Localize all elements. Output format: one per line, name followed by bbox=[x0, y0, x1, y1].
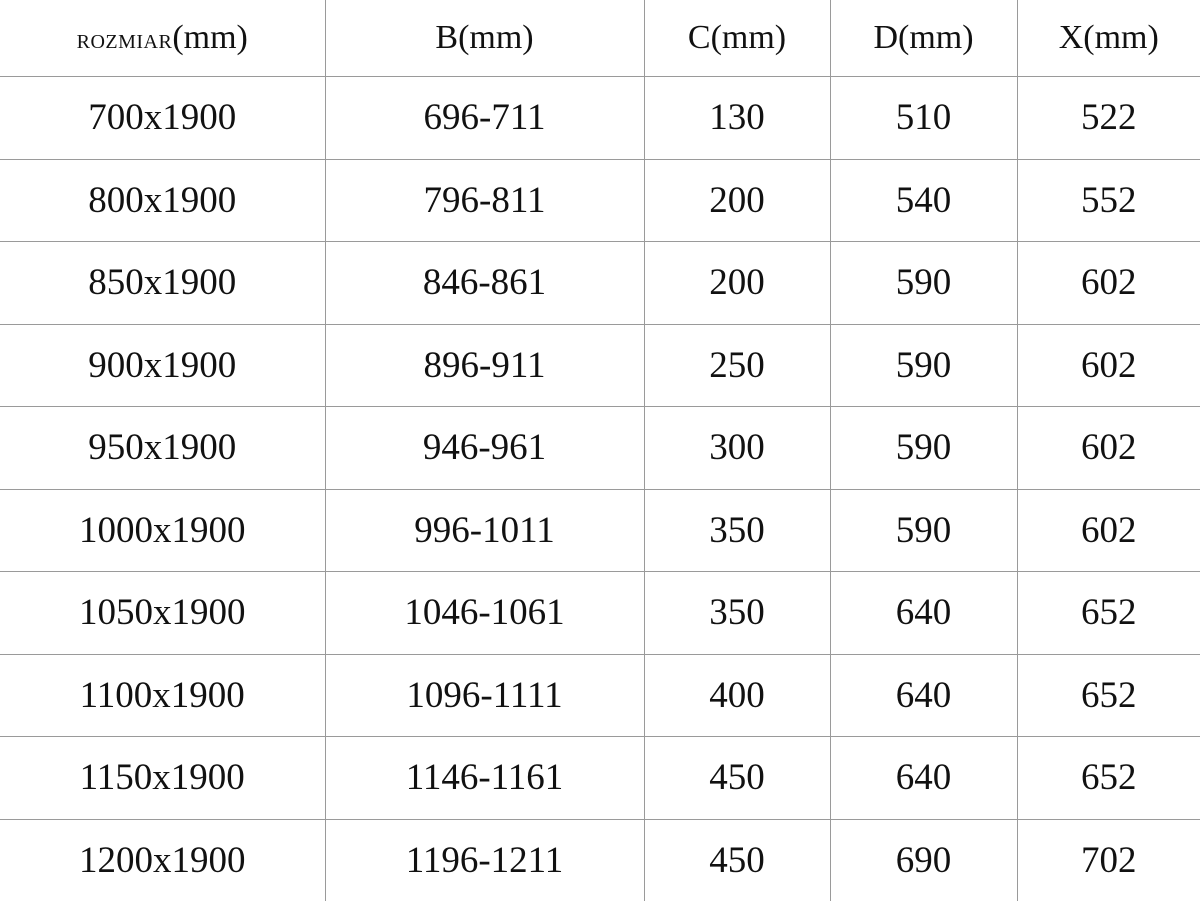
table-row: 1050x1900 1046-1061 350 640 652 bbox=[0, 571, 1200, 655]
cell-x: 602 bbox=[1016, 241, 1200, 325]
cell-c: 200 bbox=[643, 159, 830, 242]
header-b: B(mm) bbox=[324, 0, 644, 77]
cell-d: 590 bbox=[829, 406, 1017, 490]
cell-b: 846-861 bbox=[324, 241, 644, 325]
header-label: B bbox=[435, 19, 459, 56]
cell-rozmiar: 1150x1900 bbox=[0, 736, 325, 820]
cell-rozmiar: 800x1900 bbox=[0, 159, 325, 242]
cell-rozmiar: 1000x1900 bbox=[0, 489, 325, 572]
cell-b: 1146-1161 bbox=[324, 736, 644, 820]
cell-d: 640 bbox=[829, 571, 1017, 655]
table-row: 700x1900 696-711 130 510 522 bbox=[0, 76, 1200, 160]
cell-rozmiar: 1050x1900 bbox=[0, 571, 325, 655]
cell-c: 450 bbox=[643, 736, 830, 820]
cell-d: 590 bbox=[829, 324, 1017, 407]
header-x: X(mm) bbox=[1016, 0, 1200, 77]
cell-x: 602 bbox=[1016, 324, 1200, 407]
cell-d: 590 bbox=[829, 489, 1017, 572]
cell-c: 350 bbox=[643, 489, 830, 572]
table-row: 1100x1900 1096-1111 400 640 652 bbox=[0, 654, 1200, 737]
table-row: 1200x1900 1196-1211 450 690 702 bbox=[0, 819, 1200, 901]
cell-x: 602 bbox=[1016, 489, 1200, 572]
header-unit: (mm) bbox=[710, 19, 787, 56]
cell-c: 350 bbox=[643, 571, 830, 655]
cell-d: 590 bbox=[829, 241, 1017, 325]
cell-rozmiar: 1200x1900 bbox=[79, 839, 246, 881]
table-row: 900x1900 896-911 250 590 602 bbox=[0, 324, 1200, 407]
table-row: 800x1900 796-811 200 540 552 bbox=[0, 159, 1200, 242]
cell-d: 640 bbox=[829, 654, 1017, 737]
cell-b: 696-711 bbox=[324, 76, 644, 160]
cell-b: 946-961 bbox=[324, 406, 644, 490]
cell-c: 130 bbox=[643, 76, 830, 160]
cell-b: 896-911 bbox=[324, 324, 644, 407]
cell-d: 540 bbox=[829, 159, 1017, 242]
cell-c: 450 bbox=[643, 819, 830, 901]
cell-x: 552 bbox=[1016, 159, 1200, 242]
table-row: 1150x1900 1146-1161 450 640 652 bbox=[0, 736, 1200, 820]
table-body: 700x1900 696-711 130 510 522 800x1900 796-811 2… bbox=[0, 76, 1200, 901]
header-label: ROZMIAR bbox=[76, 31, 173, 53]
cell-b: 1196-1211 bbox=[324, 819, 644, 901]
cell-x: 652 bbox=[1016, 654, 1200, 737]
cell-c: 200 bbox=[643, 241, 830, 325]
table-row: 850x1900 846-861 200 590 602 bbox=[0, 241, 1200, 325]
cell-d: 510 bbox=[829, 76, 1017, 160]
cell-rozmiar: 1100x1900 bbox=[0, 654, 325, 737]
header-c: C(mm) bbox=[643, 0, 830, 77]
cell-b: 796-811 bbox=[324, 159, 644, 242]
cell-c: 400 bbox=[643, 654, 830, 737]
cell-c: 250 bbox=[643, 324, 830, 407]
header-unit: (mm) bbox=[1083, 19, 1159, 56]
cell-rozmiar: 700x1900 bbox=[0, 76, 325, 160]
cell-x: 652 bbox=[1016, 571, 1200, 655]
header-label: C bbox=[687, 19, 711, 56]
header-unit: (mm) bbox=[458, 19, 534, 56]
cell-x: 602 bbox=[1016, 406, 1200, 490]
cell-rozmiar: 900x1900 bbox=[0, 324, 325, 407]
cell-c: 300 bbox=[643, 406, 830, 490]
cell-d: 690 bbox=[829, 819, 1017, 901]
header-rozmiar: ROZMIAR(mm) bbox=[0, 0, 325, 77]
cell-rozmiar: 950x1900 bbox=[0, 406, 325, 490]
header-unit: (mm) bbox=[898, 19, 974, 56]
header-d: D(mm) bbox=[829, 0, 1017, 77]
cell-x: 702 bbox=[1016, 819, 1200, 901]
header-row: ROZMIAR(mm) B(mm) C(mm) D(mm) X(mm) bbox=[0, 0, 1200, 77]
cell-rozmiar: 850x1900 bbox=[0, 241, 325, 325]
cell-x: 652 bbox=[1016, 736, 1200, 820]
header-label: D bbox=[873, 19, 898, 56]
cell-x: 522 bbox=[1016, 76, 1200, 160]
cell-b: 996-1011 bbox=[324, 489, 644, 572]
cell-d: 640 bbox=[829, 736, 1017, 820]
cell-b: 1046-1061 bbox=[324, 571, 644, 655]
table-row: 1000x1900 996-1011 350 590 602 bbox=[0, 489, 1200, 572]
header-unit: (mm) bbox=[172, 19, 248, 56]
cell-b: 1096-1111 bbox=[324, 654, 644, 737]
header-label: X bbox=[1058, 19, 1084, 56]
table-row: 950x1900 946-961 300 590 602 bbox=[0, 406, 1200, 490]
